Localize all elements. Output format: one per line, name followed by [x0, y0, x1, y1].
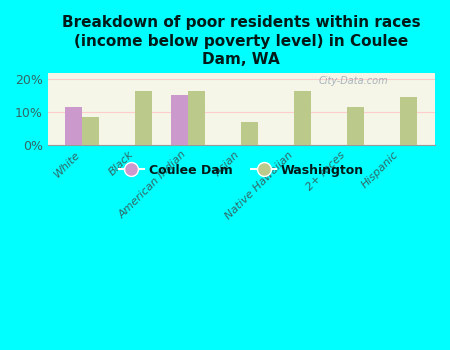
Bar: [189, 91, 205, 145]
Bar: [82, 117, 99, 145]
Text: City-Data.com: City-Data.com: [319, 76, 388, 86]
Bar: [347, 107, 365, 145]
Title: Breakdown of poor residents within races
(income below poverty level) in Coulee
: Breakdown of poor residents within races…: [62, 15, 421, 67]
Bar: [294, 91, 311, 145]
Bar: [65, 107, 82, 145]
Bar: [400, 97, 418, 145]
Bar: [241, 122, 258, 145]
Bar: [135, 91, 152, 145]
Bar: [171, 96, 189, 145]
Legend: Coulee Dam, Washington: Coulee Dam, Washington: [113, 159, 369, 182]
